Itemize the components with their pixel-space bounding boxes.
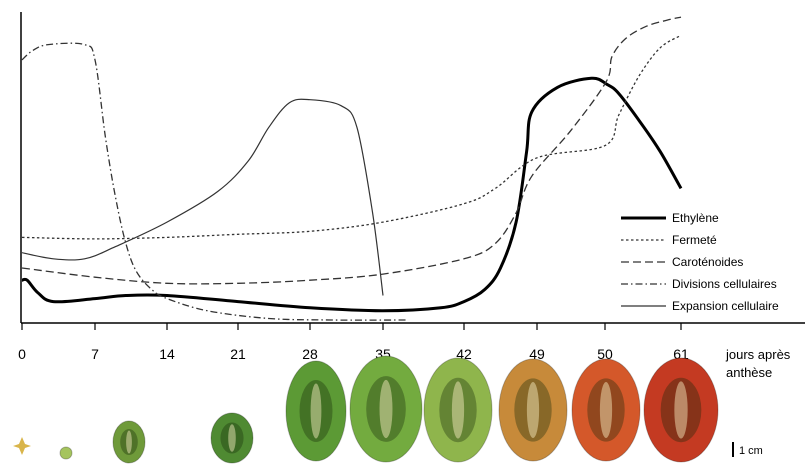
specimen-3 bbox=[210, 412, 254, 464]
x-tick-label: 0 bbox=[18, 346, 26, 362]
specimen-7 bbox=[498, 358, 568, 462]
series-line-3 bbox=[21, 42, 407, 321]
scale-bar-label: 1 cm bbox=[739, 445, 763, 457]
series-line-0 bbox=[21, 76, 683, 313]
specimen-8 bbox=[571, 358, 641, 462]
x-ticks: 0 7 14 21 28 35 42 49 50 61 bbox=[18, 323, 689, 362]
x-tick-label: 61 bbox=[673, 346, 689, 362]
legend-label: Divisions cellulaires bbox=[672, 277, 777, 291]
legend: Ethylène Fermeté Caroténoides Divisions cel… bbox=[621, 211, 779, 313]
x-tick-label: 50 bbox=[597, 346, 613, 362]
x-tick-label: 7 bbox=[91, 346, 99, 362]
legend-label: Expansion cellulaire bbox=[672, 299, 779, 313]
legend-label: Ethylène bbox=[672, 211, 719, 225]
specimen-9 bbox=[643, 357, 719, 463]
specimen-1 bbox=[59, 446, 73, 460]
x-unit-label-line2: anthèse bbox=[726, 365, 772, 380]
specimen-strip bbox=[13, 355, 719, 464]
x-tick-label: 21 bbox=[230, 346, 246, 362]
series-line-4 bbox=[21, 98, 384, 296]
series-line-1 bbox=[21, 34, 682, 240]
specimen-0 bbox=[13, 437, 31, 455]
specimen-5 bbox=[349, 355, 423, 463]
x-tick-label: 14 bbox=[159, 346, 175, 362]
specimen-2 bbox=[112, 420, 146, 464]
series-line-2 bbox=[21, 16, 682, 285]
x-tick-label: 49 bbox=[529, 346, 545, 362]
x-unit-label: jours après bbox=[725, 347, 791, 362]
legend-label: Fermeté bbox=[672, 233, 717, 247]
series-lines bbox=[21, 16, 683, 321]
specimen-6 bbox=[423, 357, 493, 463]
legend-label: Caroténoides bbox=[672, 255, 743, 269]
specimen-4 bbox=[285, 360, 347, 462]
x-tick-label: 42 bbox=[456, 346, 472, 362]
x-tick-label: 28 bbox=[302, 346, 318, 362]
